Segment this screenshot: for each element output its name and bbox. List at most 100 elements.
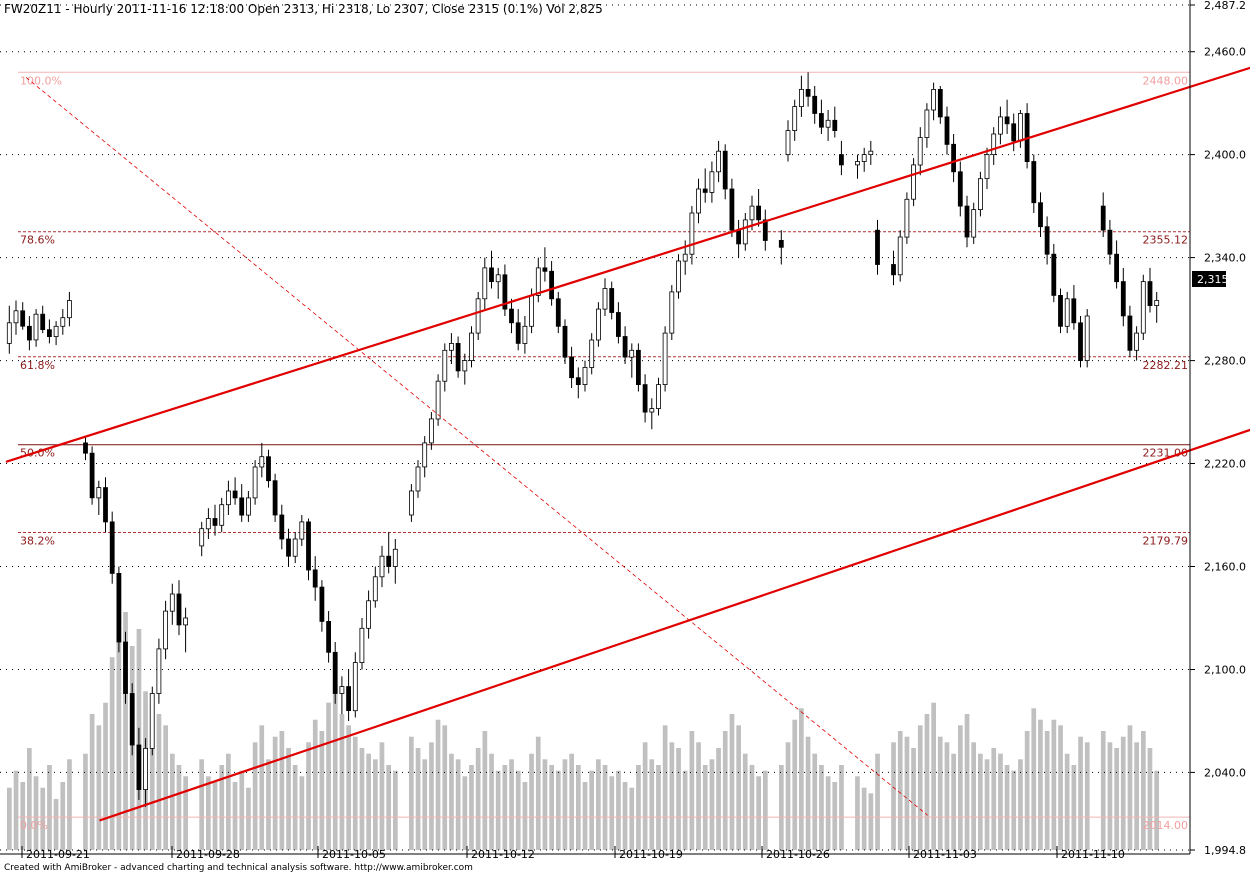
volume-bar: [875, 753, 880, 850]
fib-left-label: 38.2%: [20, 535, 55, 548]
volume-bar: [819, 765, 824, 850]
volume-bar: [785, 742, 791, 850]
volume-bar: [212, 782, 218, 850]
candle-body: [469, 332, 474, 362]
candle-body: [1071, 298, 1077, 324]
volume-bar: [602, 765, 608, 850]
candle-body: [123, 641, 128, 694]
price-tick-label: 2,040.0: [1204, 766, 1246, 779]
volume-bar: [40, 787, 46, 850]
fib-right-label: 2448.00: [1143, 74, 1189, 87]
candle-body: [978, 178, 983, 210]
fib-left-label: 0.0%: [20, 819, 48, 832]
volume-bar: [792, 719, 798, 850]
volume-bar: [812, 753, 818, 850]
candle-body: [67, 300, 72, 319]
volume-bar: [702, 765, 708, 850]
volume-bar: [669, 742, 675, 850]
volume-bar: [502, 765, 508, 850]
candle-body: [582, 366, 588, 385]
candle-body: [1140, 281, 1146, 334]
volume-bar: [556, 770, 561, 850]
candle-body: [562, 325, 568, 358]
candle-body: [656, 384, 661, 410]
volume-bar: [123, 612, 128, 850]
candle-body: [1084, 315, 1090, 361]
volume-bar: [868, 793, 874, 850]
candle-body: [944, 116, 950, 145]
volume-bar: [469, 765, 474, 850]
candle-body: [931, 89, 936, 111]
candle-body: [569, 356, 574, 379]
candle-body: [232, 490, 238, 499]
candle-body: [951, 143, 956, 173]
candle-body: [799, 89, 804, 108]
candle-body: [609, 288, 615, 313]
volume-bar: [779, 765, 784, 850]
candle-body: [252, 466, 258, 499]
volume-bar: [379, 742, 385, 850]
candle-body: [212, 518, 218, 526]
volume-bar: [462, 776, 468, 850]
volume-bar: [482, 731, 488, 850]
volume-bar: [1134, 742, 1139, 850]
candle-body: [47, 329, 52, 338]
volume-bar: [709, 759, 715, 850]
volume-bar: [489, 753, 494, 850]
candle-body: [319, 586, 325, 622]
volume-bar: [958, 725, 963, 850]
candle-body: [428, 418, 434, 444]
candle-body: [163, 610, 169, 650]
volume-bar: [897, 731, 903, 850]
candle-body: [549, 270, 554, 300]
volume-bar: [984, 759, 990, 850]
candle-body: [346, 686, 352, 711]
volume-bar: [891, 742, 896, 850]
volume-bar: [286, 748, 291, 850]
volume-bar: [904, 736, 910, 850]
candle-body: [1114, 253, 1119, 283]
time-tick-label: 2011-09-21: [26, 848, 90, 861]
candle-body: [805, 89, 811, 97]
candle-body: [462, 360, 468, 372]
credit-line: Created with AmiBroker - advanced charti…: [4, 863, 473, 873]
volume-bar: [1154, 770, 1159, 850]
volume-bar: [449, 753, 454, 850]
candle-body: [366, 600, 372, 629]
candle-body: [6, 322, 12, 344]
candle-body: [555, 298, 561, 327]
candle-body: [1058, 294, 1063, 327]
volume-bar: [60, 782, 66, 850]
volume-bar: [522, 782, 528, 850]
volume-bar: [266, 759, 271, 850]
candle-body: [832, 119, 838, 132]
candle-body: [984, 154, 990, 180]
candle-body: [875, 229, 880, 265]
volume-bar: [1127, 725, 1133, 850]
candle-body: [372, 576, 378, 602]
candle-body: [629, 349, 635, 358]
volume-bar: [109, 657, 115, 850]
candle-body: [689, 212, 695, 255]
volume-bar: [1114, 748, 1119, 850]
candle-body: [1154, 300, 1160, 306]
candle-body: [812, 95, 818, 114]
candle-body: [1004, 116, 1010, 125]
volume-bar: [924, 714, 930, 850]
candle-body: [991, 133, 997, 156]
volume-bar: [393, 770, 398, 850]
volume-bar: [422, 759, 428, 850]
candle-body: [502, 274, 508, 310]
time-axis: 2011-09-21 2011-09-28 2011-10-05 2011-10-12…: [21, 846, 1125, 861]
candle-body: [937, 89, 943, 118]
volume-bar: [319, 731, 325, 850]
fib-right-label: 2231.00: [1143, 447, 1189, 460]
volume-bar: [199, 759, 204, 850]
candle-body: [83, 442, 88, 454]
candle-body: [239, 497, 245, 516]
candle-body: [96, 487, 102, 499]
candle-body: [749, 205, 755, 221]
volume-bar: [1011, 770, 1017, 850]
candle-body: [199, 528, 205, 547]
candle-body: [785, 130, 791, 156]
